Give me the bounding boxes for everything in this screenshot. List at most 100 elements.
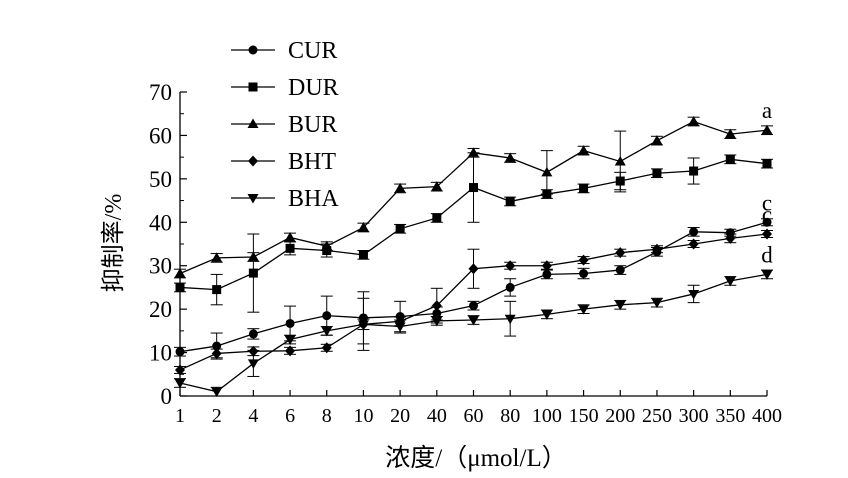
point-bha — [504, 314, 516, 325]
point-bha — [284, 335, 296, 346]
point-bht — [651, 243, 662, 255]
point-bur — [284, 231, 296, 242]
point-bur — [541, 166, 553, 177]
point-dur — [505, 196, 515, 206]
point-bha — [578, 305, 590, 315]
point-dur — [652, 168, 662, 178]
point-dur — [432, 213, 442, 223]
legend-marker-bur — [247, 118, 259, 128]
x-tick-label: 200 — [605, 405, 635, 427]
y-tick-label: 50 — [149, 167, 172, 192]
point-cur — [579, 269, 589, 279]
point-bha — [761, 270, 773, 280]
point-bht — [578, 254, 589, 266]
y-tick-label: 10 — [149, 341, 172, 366]
point-dur — [689, 166, 699, 176]
point-dur — [762, 159, 772, 169]
point-bht — [321, 342, 332, 354]
x-tick-label: 150 — [569, 405, 599, 427]
x-tick-label: 8 — [322, 405, 332, 427]
x-tick-label: 6 — [285, 405, 295, 427]
legend-label-cur: CUR — [288, 38, 337, 64]
point-bha — [321, 326, 333, 337]
point-dur — [248, 268, 258, 278]
point-bur — [357, 221, 369, 232]
legend-label-bur: BUR — [288, 112, 337, 138]
point-bht — [541, 260, 552, 272]
point-dur — [285, 243, 295, 253]
point-bht — [468, 263, 479, 275]
point-bur — [688, 116, 700, 126]
point-dur — [615, 176, 625, 186]
point-bht — [725, 232, 736, 244]
end-label-bha: d — [761, 242, 773, 267]
point-bur — [761, 124, 773, 135]
point-bur — [211, 252, 223, 262]
point-cur — [248, 329, 258, 339]
point-bha — [541, 310, 553, 320]
y-tick-label: 20 — [149, 297, 172, 322]
x-tick-label: 100 — [532, 405, 562, 427]
point-cur — [432, 308, 442, 318]
point-bur — [578, 145, 590, 155]
y-tick-label: 30 — [149, 254, 172, 279]
legend-label-dur: DUR — [288, 75, 339, 101]
point-bha — [431, 316, 443, 327]
point-cur — [358, 313, 368, 323]
point-bht — [211, 347, 222, 359]
point-bht — [285, 345, 296, 357]
end-label-bur: a — [762, 98, 772, 123]
y-tick-label: 60 — [149, 123, 172, 148]
point-bht — [505, 260, 516, 272]
point-dur — [212, 285, 222, 295]
x-tick-label: 300 — [679, 405, 709, 427]
x-tick-label: 20 — [390, 405, 410, 427]
legend: CUR DUR BUR BHT BHA — [231, 38, 339, 212]
x-tick-label: 2 — [212, 405, 222, 427]
point-cur — [285, 318, 295, 328]
point-bht — [431, 300, 442, 312]
y-tick-label: 70 — [149, 80, 172, 105]
legend-marker-bha — [247, 194, 259, 204]
point-bur — [504, 152, 516, 163]
point-bur — [247, 251, 259, 262]
point-bha — [357, 320, 369, 330]
x-axis: 1 2 4 6 8 10 20 40 60 80 100 150 200 250 300 350 400 — [175, 390, 782, 427]
point-bur — [724, 128, 736, 139]
point-dur — [469, 183, 478, 193]
x-tick-label: 10 — [353, 405, 373, 427]
point-bha — [468, 316, 479, 326]
point-bht — [615, 247, 626, 259]
x-tick-label: 80 — [500, 405, 520, 427]
point-dur — [579, 183, 589, 193]
point-dur — [725, 154, 735, 164]
x-axis-title: 浓度/（μmol/L） — [385, 444, 566, 472]
point-cur — [762, 217, 772, 227]
point-cur — [322, 311, 332, 321]
point-cur — [615, 265, 625, 275]
point-cur — [689, 227, 699, 237]
legend-marker-cur — [248, 45, 258, 55]
point-bur — [468, 147, 479, 157]
legend-marker-bht — [248, 155, 258, 167]
y-tick-label: 0 — [161, 384, 173, 409]
error-bars — [174, 116, 773, 397]
legend-marker-dur — [248, 82, 258, 92]
point-bht — [762, 228, 772, 240]
end-label-bht: c — [762, 202, 772, 227]
x-tick-label: 40 — [427, 405, 447, 427]
line-bha — [179, 273, 768, 393]
point-dur — [542, 189, 552, 199]
point-bht — [248, 345, 259, 357]
point-bha — [724, 276, 736, 287]
point-bha — [394, 322, 406, 333]
point-bur — [614, 155, 626, 166]
point-bur — [431, 181, 443, 191]
point-cur — [212, 341, 222, 351]
point-cur — [469, 301, 478, 311]
x-tick-label: 1 — [175, 405, 185, 427]
x-tick-label: 60 — [464, 405, 484, 427]
point-dur — [322, 246, 332, 256]
